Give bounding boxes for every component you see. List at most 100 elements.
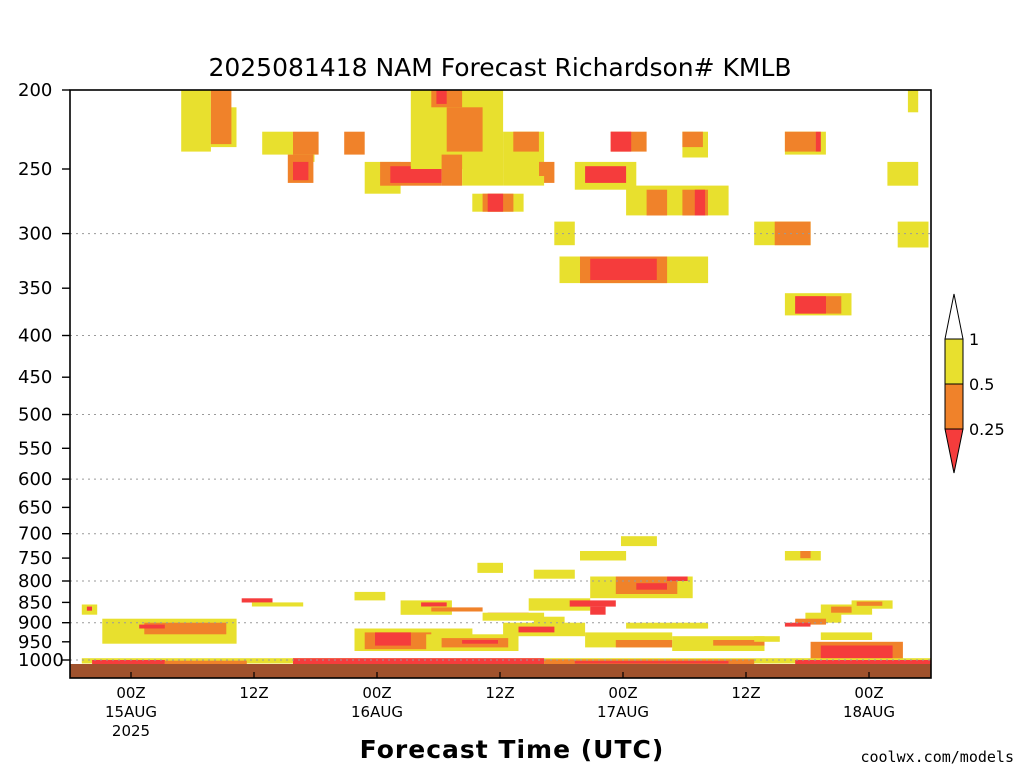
ri-cell-46 — [897, 221, 929, 248]
xtick-label-0-2: 2025 — [112, 722, 150, 740]
xtick-label-24-0: 00Z — [362, 684, 391, 702]
ri-cell-91 — [805, 612, 842, 623]
ri-cell-72 — [86, 606, 92, 611]
ytick-label-600: 600 — [18, 469, 52, 490]
ri-cell-61 — [533, 616, 565, 625]
ri-cell-36 — [784, 131, 816, 152]
ri-cell-107 — [795, 660, 931, 665]
ri-cell-83 — [518, 626, 555, 633]
ri-cell-57 — [667, 576, 688, 581]
ri-cell-2 — [262, 131, 293, 155]
ri-cell-3 — [210, 90, 232, 145]
ri-cell-53 — [800, 551, 811, 559]
ri-cell-40 — [554, 221, 575, 246]
ri-cell-93 — [831, 606, 852, 613]
ri-cell-69 — [241, 598, 273, 603]
ri-cell-86 — [615, 640, 673, 648]
ground-fill — [70, 664, 931, 678]
ytick-label-700: 700 — [18, 524, 52, 545]
ytick-label-250: 250 — [18, 159, 52, 180]
ytick-label-200: 200 — [18, 80, 52, 101]
ri-cell-32 — [646, 189, 668, 216]
y-axis: 200 250 300 350 400 450 500 550 600 650 700 7508008… — [18, 80, 70, 671]
ri-cell-96 — [795, 618, 826, 625]
ri-cell-15 — [446, 107, 483, 152]
ytick-label-850: 850 — [18, 592, 52, 613]
ri-cell-104 — [293, 658, 545, 665]
ri-cell-106 — [574, 661, 729, 664]
ytick-label-1000: 1000 — [18, 650, 64, 671]
colorbar-label-0: 1 — [969, 330, 979, 349]
ri-cell-97 — [784, 622, 811, 627]
colorbar-box-orange — [944, 383, 964, 430]
ri-cell-20 — [462, 169, 504, 186]
xtick-label-36-0: 12Z — [485, 684, 514, 702]
ri-cell-0 — [181, 90, 211, 152]
ri-cell-95 — [856, 601, 883, 606]
xtick-label-12-0: 12Z — [239, 684, 268, 702]
colorbar-bottom-arrow — [944, 428, 964, 474]
ri-cell-24 — [487, 193, 504, 212]
ri-cell-65 — [431, 607, 483, 612]
colorbar-label-2: 0.25 — [969, 420, 1005, 439]
ri-cell-39 — [907, 90, 919, 113]
ytick-label-550: 550 — [18, 438, 52, 459]
ri-cell-56 — [636, 583, 667, 590]
ri-cell-78 — [375, 632, 411, 646]
chart-title: 2025081418 NAM Forecast Richardson# KMLB — [208, 53, 791, 82]
xtick-label-48-0: 00Z — [608, 684, 637, 702]
ri-cell-7 — [293, 161, 309, 181]
ri-cell-88 — [713, 640, 765, 646]
ri-cell-75 — [139, 624, 165, 629]
ri-cell-60 — [590, 606, 606, 615]
ri-cell-28 — [585, 166, 627, 183]
ri-cell-4 — [293, 131, 319, 155]
ri-cell-100 — [820, 645, 893, 662]
ri-cell-30 — [682, 131, 703, 148]
ytick-label-300: 300 — [18, 224, 52, 245]
colorbar-top-arrow — [944, 293, 964, 340]
ri-cell-37 — [815, 131, 821, 152]
ri-cell-67 — [533, 569, 575, 579]
xtick-label-24-1: 16AUG — [351, 703, 403, 721]
ri-cell-64 — [421, 602, 447, 607]
colorbar-box-yellow — [944, 338, 964, 385]
ri-cell-70 — [251, 602, 304, 607]
ri-cell-50 — [580, 551, 627, 561]
ri-cell-31 — [626, 185, 729, 216]
ri-cell-81 — [462, 640, 498, 644]
ri-cell-11 — [344, 131, 365, 155]
xtick-label-72-1: 18AUG — [843, 703, 895, 721]
ytick-label-650: 650 — [18, 497, 52, 518]
ri-cell-10 — [390, 166, 442, 183]
ri-cell-66 — [354, 591, 386, 601]
ytick-label-350: 350 — [18, 278, 52, 299]
ri-cell-16 — [441, 154, 463, 186]
ri-cell-98 — [820, 632, 873, 640]
colorbar-legend: 1 0.5 0.25 — [944, 293, 1005, 474]
ytick-label-450: 450 — [18, 367, 52, 388]
ytick-label-900: 900 — [18, 613, 52, 634]
ri-cell-18 — [513, 131, 539, 152]
ri-cell-43 — [590, 258, 657, 280]
ri-cell-84 — [482, 612, 545, 621]
ri-cell-102 — [92, 660, 165, 665]
ri-cell-89 — [626, 622, 709, 629]
ytick-label-500: 500 — [18, 405, 52, 426]
ri-cell-45 — [774, 221, 811, 246]
ri-cell-34 — [694, 189, 706, 216]
credit-text: coolwx.com/models — [860, 748, 1014, 766]
ri-cell-38 — [887, 161, 919, 186]
xtick-label-0-0: 00Z — [116, 684, 145, 702]
ri-cell-21 — [503, 176, 545, 186]
ri-cell-103 — [164, 660, 247, 665]
xtick-label-60-0: 12Z — [731, 684, 760, 702]
ri-cell-49 — [795, 296, 826, 314]
richardson-cells — [81, 90, 932, 665]
ytick-label-800: 800 — [18, 571, 52, 592]
ri-cell-26 — [610, 131, 632, 152]
ri-cell-68 — [477, 562, 503, 573]
xtick-label-48-1: 17AUG — [597, 703, 649, 721]
